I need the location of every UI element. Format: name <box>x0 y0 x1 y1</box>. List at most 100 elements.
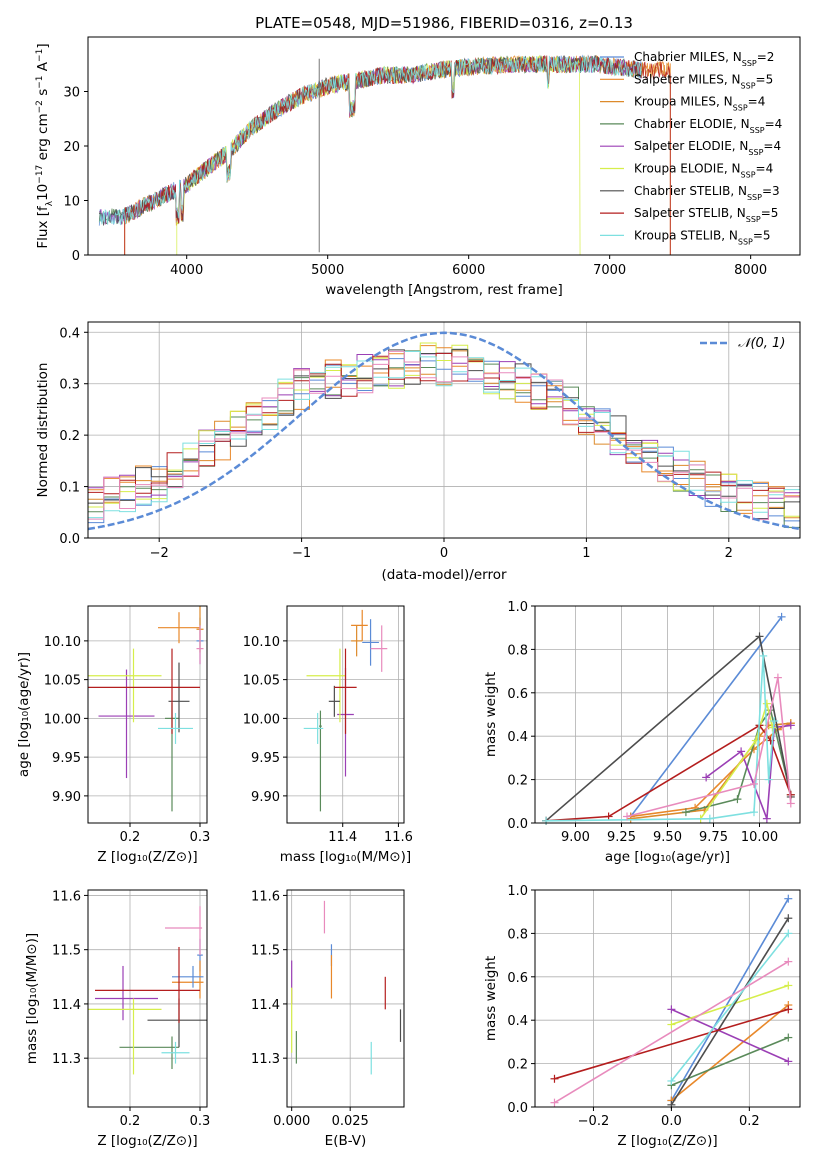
legend-label: Chabrier MILES, NSSP=2 <box>634 50 774 68</box>
ytick-label: 9.95 <box>251 751 280 766</box>
axes-frame <box>87 605 208 824</box>
weight-line <box>670 932 789 1082</box>
histogram-step <box>88 358 800 524</box>
ytick-label: 0.0 <box>507 817 528 832</box>
residual-histogram-panel: −2 −1 0 1 2 0.0 0.1 0.2 0.3 0.4 (data-model)/erro… <box>35 321 801 583</box>
xtick-label: 0.3 <box>190 830 211 845</box>
ylabel: mass [log₁₀(M/M⊙)] <box>24 933 40 1064</box>
ytick-label: 9.95 <box>52 751 81 766</box>
normal-legend-label: 𝒩(0, 1) <box>738 336 785 351</box>
ytick-label: 0.8 <box>507 643 528 658</box>
xtick-label: −0.2 <box>578 1114 610 1129</box>
ytick-label: 10.10 <box>243 635 280 650</box>
ytick-label: 11.4 <box>52 998 81 1013</box>
massweight-vs-age-panel: 9.00 9.25 9.50 9.75 10.00 0.0 0.2 0.4 0.6 0.8 1.0 a… <box>483 600 801 865</box>
weight-line <box>671 984 789 1026</box>
ytick-label: 11.3 <box>251 1052 280 1067</box>
ytick-label: 0.8 <box>507 927 528 942</box>
legend-label: Kroupa MILES, NSSP=4 <box>634 95 765 113</box>
ytick-label: 1.0 <box>507 600 528 615</box>
xtick-label: 11.4 <box>328 830 357 845</box>
ytick-label: 0.4 <box>507 1014 528 1029</box>
xtick-label: 0.000 <box>273 1114 310 1129</box>
spectrum-title: PLATE=0548, MJD=51986, FIBERID=0316, z=0… <box>255 14 633 32</box>
xlabel: Z [log₁₀(Z/Z⊙)] <box>617 1133 717 1149</box>
xlabel: age [log₁₀(age/yr)] <box>605 849 730 865</box>
age-vs-mass-panel: 11.4 11.6 9.90 9.95 10.00 10.05 10.10 mass [log… <box>243 605 413 865</box>
ytick-label: 0.4 <box>507 730 528 745</box>
ytick-label: 0.2 <box>507 1058 528 1073</box>
spectrum-xtick-label: 4000 <box>170 263 203 278</box>
histogram-ytick-label: 0.3 <box>59 378 80 393</box>
axes-frame <box>534 889 801 1108</box>
histogram-ytick-label: 0.4 <box>59 326 80 341</box>
xtick-label: 0.0 <box>661 1114 682 1129</box>
ytick-label: 9.90 <box>52 790 81 805</box>
xlabel: Z [log₁₀(Z/Z⊙)] <box>97 1133 197 1149</box>
spectrum-xtick-label: 7000 <box>593 263 626 278</box>
histogram-step <box>88 350 800 519</box>
ytick-label: 10.05 <box>44 674 81 689</box>
ytick-label: 11.6 <box>52 889 81 904</box>
histogram-xtick-label: −1 <box>292 546 311 561</box>
legend-label: Salpeter ELODIE, NSSP=4 <box>634 139 781 157</box>
ytick-label: 0.6 <box>507 971 528 986</box>
legend-label: Salpeter MILES, NSSP=5 <box>634 72 773 90</box>
histogram-xtick-label: −2 <box>150 546 169 561</box>
xtick-label: 0.3 <box>190 1114 211 1129</box>
axes-frame <box>286 605 405 824</box>
histogram-ylabel: Normed distribution <box>35 363 51 498</box>
spectrum-xtick-label: 6000 <box>452 263 485 278</box>
histogram-xtick-label: 2 <box>725 546 733 561</box>
legend-label: Chabrier STELIB, NSSP=3 <box>634 184 780 202</box>
xtick-label: 9.75 <box>699 830 728 845</box>
histogram-xlabel: (data-model)/error <box>381 567 507 583</box>
ytick-label: 11.6 <box>251 889 280 904</box>
weight-line <box>671 1036 789 1087</box>
ytick-label: 10.10 <box>44 635 81 650</box>
histogram-step <box>88 342 800 517</box>
xtick-label: 0.025 <box>332 1114 369 1129</box>
ylabel: mass weight <box>483 672 499 757</box>
xtick-label: 10.00 <box>741 830 778 845</box>
spectrum-ytick-label: 0 <box>72 249 80 264</box>
xtick-label: 0.2 <box>739 1114 760 1129</box>
histogram-step <box>88 351 800 519</box>
xtick-label: 9.00 <box>561 830 590 845</box>
mass-vs-ebv-panel: 0.000 0.025 11.3 11.4 11.5 11.6 E(B-V) <box>251 889 405 1149</box>
spectrum-panel: PLATE=0548, MJD=51986, FIBERID=0316, z=0… <box>35 14 801 298</box>
xtick-label: 11.6 <box>384 830 413 845</box>
spectrum-xtick-label: 8000 <box>734 263 767 278</box>
legend-label: Salpeter STELIB, NSSP=5 <box>634 206 778 224</box>
weight-line <box>554 960 789 1104</box>
spectrum-ytick-label: 30 <box>63 86 80 101</box>
ytick-label: 1.0 <box>507 884 528 899</box>
ylabel: age [log₁₀(age/yr)] <box>16 652 32 777</box>
ytick-label: 11.4 <box>251 998 280 1013</box>
ytick-label: 11.3 <box>52 1052 81 1067</box>
axes-frame <box>87 889 208 1108</box>
spectrum-ylabel: Flux [fλ10−17 erg cm−2 s−1 A−1] <box>35 43 55 248</box>
xtick-label: 0.2 <box>120 830 141 845</box>
spectrum-line <box>99 54 642 226</box>
ytick-label: 11.5 <box>251 944 280 959</box>
ytick-label: 0.6 <box>507 687 528 702</box>
ytick-label: 10.05 <box>243 674 280 689</box>
histogram-ytick-label: 0.1 <box>59 481 80 496</box>
spectrum-ytick-label: 20 <box>63 140 80 155</box>
ytick-label: 0.2 <box>507 774 528 789</box>
spectrum-line <box>124 54 671 256</box>
normal-curve <box>87 331 801 531</box>
xtick-label: 9.50 <box>653 830 682 845</box>
axes-frame <box>286 889 405 1108</box>
spectrum-legend: Chabrier MILES, NSSP=2 Salpeter MILES, NS… <box>600 50 782 246</box>
spectrum-xtick-label: 5000 <box>311 263 344 278</box>
spectrum-ytick-label: 10 <box>63 195 80 210</box>
legend-label: Kroupa ELODIE, NSSP=4 <box>634 162 773 180</box>
ytick-label: 10.00 <box>243 712 280 727</box>
histogram-xtick-label: 1 <box>582 546 590 561</box>
xlabel: Z [log₁₀(Z/Z⊙)] <box>97 849 197 865</box>
histogram-step <box>88 352 800 503</box>
weight-line <box>670 898 789 1101</box>
xtick-label: 9.25 <box>607 830 636 845</box>
